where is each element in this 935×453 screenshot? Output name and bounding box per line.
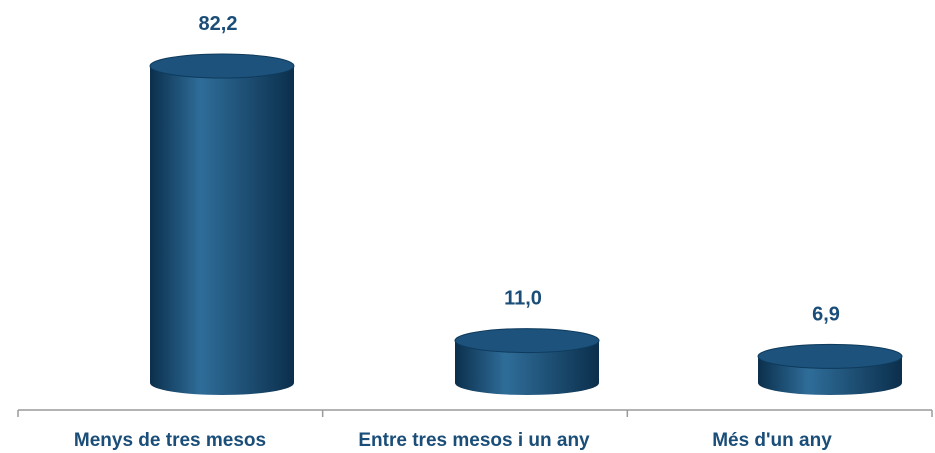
bar-top	[757, 343, 903, 369]
bar-1	[149, 53, 295, 395]
bar-3	[757, 343, 903, 395]
value-label: 82,2	[199, 13, 238, 35]
bar-2	[454, 328, 600, 395]
value-label: 11,0	[504, 288, 542, 310]
bar-body	[150, 66, 294, 395]
category-label: Més d'un any	[712, 430, 832, 451]
bar-top	[454, 328, 600, 354]
bar-body	[455, 340, 599, 395]
category-label: Menys de tres mesos	[74, 430, 266, 451]
category-label: Entre tres mesos i un any	[358, 430, 590, 451]
bar-top	[149, 53, 295, 79]
value-label: 6,9	[812, 303, 840, 325]
